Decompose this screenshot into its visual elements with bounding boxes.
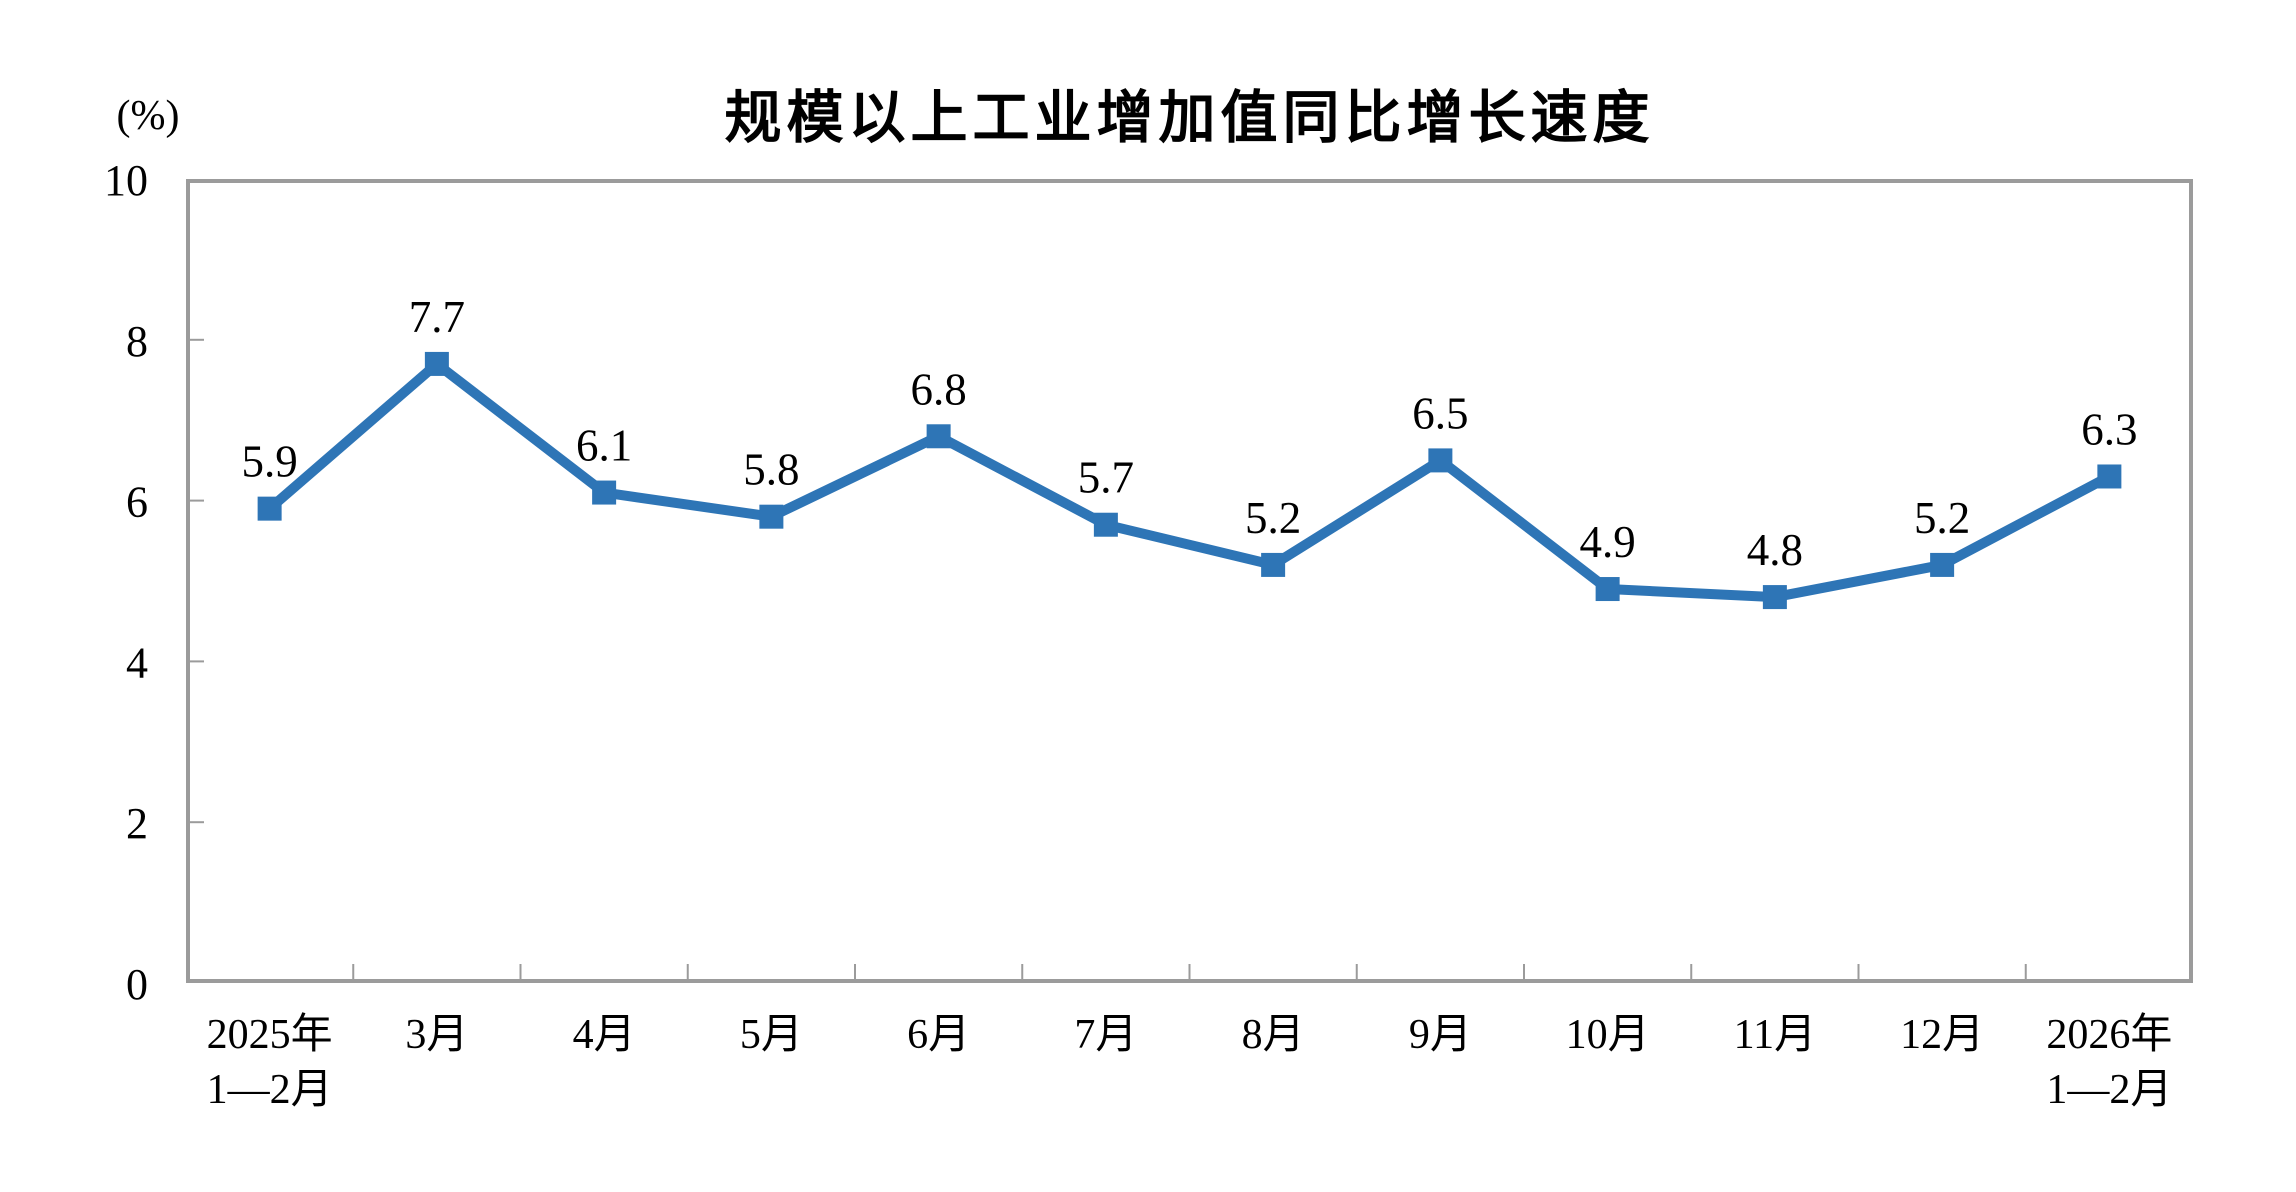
data-point-label: 5.2 xyxy=(1914,493,1970,543)
x-axis-category-label: 12月 xyxy=(1900,1012,1984,1058)
data-point-label: 5.2 xyxy=(1245,493,1301,543)
x-axis-category-label: 1—2月 xyxy=(2046,1067,2172,1113)
y-axis-tick-label: 6 xyxy=(126,478,148,527)
data-point-marker xyxy=(1595,577,1620,602)
data-point-marker xyxy=(1261,552,1286,577)
plot-area-border xyxy=(186,179,2193,983)
x-axis-category-label: 8月 xyxy=(1242,1012,1305,1058)
data-point-label: 6.1 xyxy=(576,421,632,471)
data-point-marker xyxy=(424,351,449,376)
x-axis-category-label: 5月 xyxy=(740,1012,803,1058)
data-point-marker xyxy=(926,424,951,449)
data-point-marker xyxy=(257,496,282,521)
data-point-label: 5.9 xyxy=(242,437,298,487)
data-point-marker xyxy=(1428,448,1453,473)
data-point-label: 5.8 xyxy=(743,445,799,495)
x-axis-category-label: 10月 xyxy=(1566,1012,1650,1058)
x-axis-category-label: 4月 xyxy=(573,1012,636,1058)
y-axis-unit-label: (%) xyxy=(116,93,180,139)
data-point-marker xyxy=(759,504,784,529)
data-point-label: 6.3 xyxy=(2081,404,2137,454)
data-point-marker xyxy=(2097,464,2122,489)
x-axis-category-label: 1—2月 xyxy=(207,1067,333,1113)
data-point-label: 7.7 xyxy=(409,292,465,342)
y-axis-tick-label: 8 xyxy=(126,317,148,366)
data-point-marker xyxy=(1930,552,1955,577)
y-axis-tick-label: 10 xyxy=(104,156,148,205)
data-point-marker xyxy=(592,480,617,505)
x-axis-category-label: 3月 xyxy=(405,1012,468,1058)
series-line xyxy=(264,358,2115,603)
data-point-label: 5.7 xyxy=(1078,453,1134,503)
data-point-label: 6.5 xyxy=(1412,388,1468,438)
data-point-marker xyxy=(1762,585,1787,610)
y-axis-tick-label: 0 xyxy=(126,960,148,1009)
x-axis-category-label: 2025年 xyxy=(207,1011,333,1058)
chart-title: 规模以上工业增加值同比增长速度 xyxy=(724,86,1655,150)
x-axis-category-label: 9月 xyxy=(1409,1012,1472,1058)
data-point-label: 6.8 xyxy=(911,364,967,414)
data-point-label: 4.9 xyxy=(1580,517,1636,567)
x-axis-category-label: 6月 xyxy=(907,1012,970,1058)
y-axis-tick-label: 2 xyxy=(126,799,148,848)
x-axis-category-label: 11月 xyxy=(1734,1012,1816,1058)
x-axis-category-label: 2026年 xyxy=(2046,1011,2172,1058)
y-axis-tick-label: 4 xyxy=(126,638,148,687)
x-axis-category-label: 7月 xyxy=(1074,1012,1137,1058)
data-point-label: 4.8 xyxy=(1747,525,1803,575)
data-point-marker xyxy=(1093,512,1118,537)
